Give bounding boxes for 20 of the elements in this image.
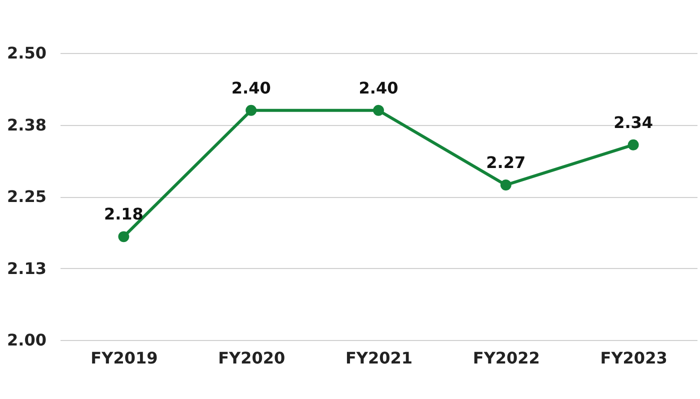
data-label: 2.27	[486, 153, 526, 172]
y-tick-label: 2.38	[7, 115, 46, 134]
data-label: 2.34	[614, 112, 654, 132]
y-tick-label: 2.00	[7, 330, 46, 350]
data-label: 2.40	[231, 78, 271, 98]
x-tick-label: FY2022	[472, 348, 540, 368]
point	[500, 180, 512, 190]
x-tick-label: FY2023	[600, 348, 668, 368]
point	[628, 139, 639, 150]
point	[246, 104, 257, 116]
y-tick-label: 2.25	[7, 187, 46, 206]
x-tick-label: FY2020	[218, 348, 286, 368]
data-label: 2.18	[104, 204, 144, 224]
y-tick-label: 2.13	[7, 258, 46, 278]
x-tick-label: FY2021	[345, 348, 413, 368]
point	[373, 104, 384, 116]
data-label: 2.40	[358, 78, 398, 98]
x-tick-label: FY2019	[90, 348, 158, 368]
point	[118, 231, 130, 242]
y-tick-label: 2.50	[7, 44, 46, 62]
